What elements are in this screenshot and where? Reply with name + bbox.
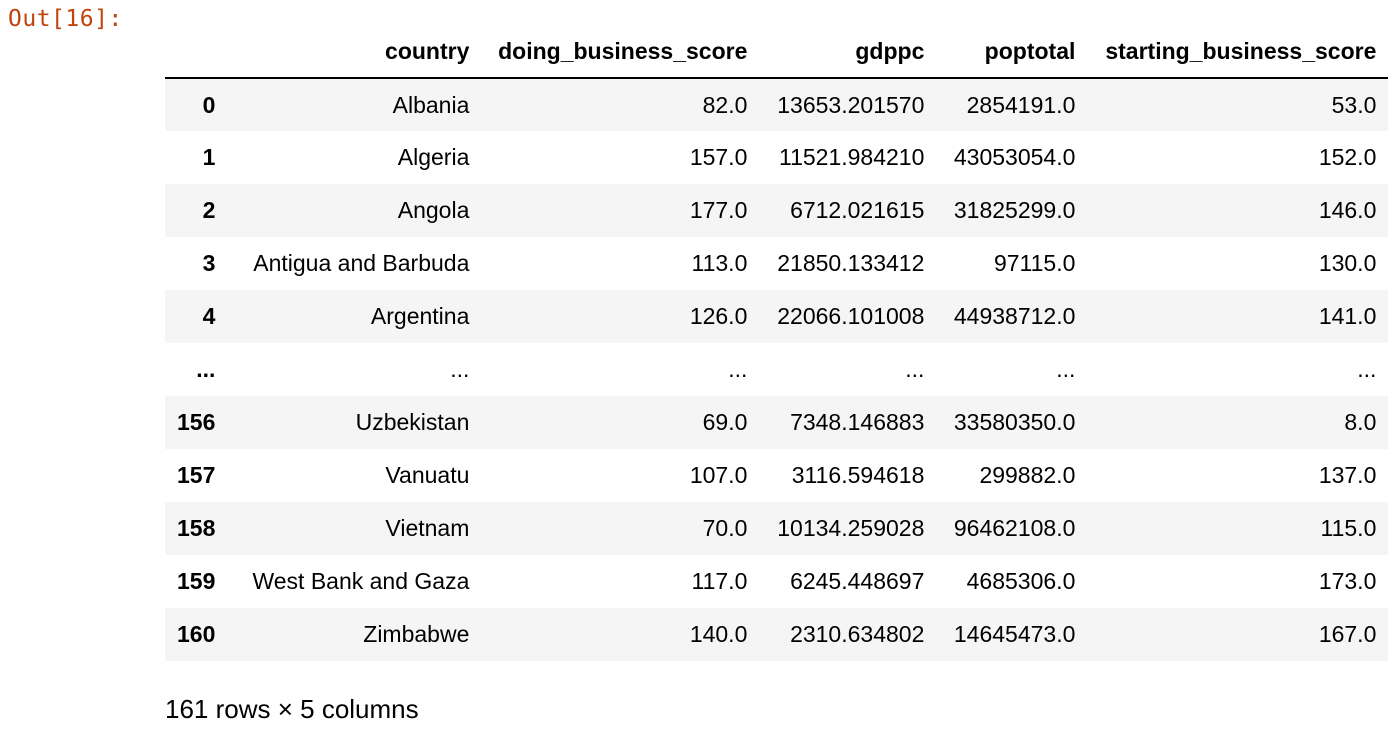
- cell-country: Algeria: [397, 144, 470, 170]
- cell-country: Argentina: [370, 303, 470, 329]
- table-row: 0 Albania 82.0 13653.201570 2854191.0 53.0: [165, 78, 1389, 131]
- table-row: 158 Vietnam 70.0 10134.259028 96462108.0 115.…: [165, 502, 1389, 555]
- cell-country: Uzbekistan: [355, 409, 470, 435]
- row-index: 160: [177, 621, 216, 647]
- table-header: country doing_business_score gdppc popto…: [165, 25, 1389, 79]
- cell-starting-business-score: ...: [1357, 356, 1377, 382]
- row-index: 0: [202, 91, 216, 118]
- cell-gdppc: 2310.634802: [790, 621, 925, 647]
- cell-doing-business-score: 117.0: [691, 568, 748, 594]
- dataframe-output: country doing_business_score gdppc popto…: [165, 25, 1389, 661]
- cell-doing-business-score: 157.0: [689, 144, 748, 170]
- cell-doing-business-score: 107.0: [689, 462, 748, 488]
- table-row: 160 Zimbabwe 140.0 2310.634802 14645473.0 167…: [165, 608, 1389, 661]
- row-index: 2: [202, 197, 216, 223]
- table-row: 159 West Bank and Gaza 117.0 6245.448697 468…: [165, 555, 1389, 608]
- cell-doing-business-score: ...: [728, 356, 748, 382]
- row-index: 159: [177, 568, 216, 594]
- cell-gdppc: 10134.259028: [777, 515, 925, 541]
- cell-poptotal: 2854191.0: [966, 91, 1076, 118]
- cell-poptotal: 96462108.0: [953, 515, 1076, 541]
- table-row: 4 Argentina 126.0 22066.101008 44938712.0 141…: [165, 290, 1389, 343]
- column-header-gdppc: gdppc: [759, 25, 937, 79]
- cell-starting-business-score: 152.0: [1318, 144, 1377, 170]
- cell-poptotal: 33580350.0: [953, 409, 1076, 435]
- cell-poptotal: 299882.0: [979, 462, 1076, 488]
- row-index: 158: [177, 515, 216, 541]
- cell-gdppc: 3116.594618: [791, 462, 925, 488]
- cell-gdppc: 13653.201570: [777, 91, 925, 118]
- cell-gdppc: 6712.021615: [790, 197, 925, 223]
- cell-doing-business-score: 113.0: [691, 250, 748, 276]
- column-header-country: country: [227, 25, 482, 79]
- cell-starting-business-score: 141.0: [1318, 303, 1377, 329]
- cell-poptotal: 44938712.0: [953, 303, 1076, 329]
- cell-doing-business-score: 69.0: [702, 409, 748, 435]
- cell-country: Vietnam: [385, 515, 470, 541]
- cell-country: West Bank and Gaza: [252, 568, 470, 594]
- cell-poptotal: 31825299.0: [953, 197, 1076, 223]
- header-row: country doing_business_score gdppc popto…: [165, 25, 1389, 79]
- row-index: 1: [202, 144, 216, 170]
- cell-doing-business-score: 82.0: [702, 91, 748, 118]
- cell-doing-business-score: 70.0: [702, 515, 748, 541]
- cell-country: Antigua and Barbuda: [253, 250, 470, 276]
- cell-country: ...: [450, 356, 470, 382]
- cell-starting-business-score: 167.0: [1318, 621, 1377, 647]
- dataframe-table: country doing_business_score gdppc popto…: [165, 25, 1389, 661]
- table-row: 3 Antigua and Barbuda 113.0 21850.133412 971…: [165, 237, 1389, 290]
- table-row: 157 Vanuatu 107.0 3116.594618 299882.0 137.0: [165, 449, 1389, 502]
- cell-country: Albania: [392, 91, 470, 118]
- cell-starting-business-score: 173.0: [1318, 568, 1377, 594]
- cell-country: Vanuatu: [385, 462, 470, 488]
- row-index: 156: [177, 409, 216, 435]
- dataframe-shape-note: 161 rows × 5 columns: [165, 694, 419, 724]
- cell-gdppc: ...: [905, 356, 925, 382]
- cell-poptotal: 43053054.0: [953, 144, 1076, 170]
- cell-poptotal: 14645473.0: [953, 621, 1076, 647]
- row-index: 4: [202, 303, 216, 329]
- index-header: [165, 25, 228, 79]
- table-row: 1 Algeria 157.0 11521.984210 43053054.0 152.0: [165, 131, 1389, 184]
- row-index: 3: [202, 250, 216, 276]
- column-header-doing-business-score: doing_business_score: [481, 25, 760, 79]
- cell-starting-business-score: 8.0: [1344, 409, 1377, 435]
- row-index: 157: [177, 462, 216, 488]
- cell-starting-business-score: 115.0: [1320, 515, 1377, 541]
- cell-starting-business-score: 146.0: [1318, 197, 1377, 223]
- cell-poptotal: ...: [1056, 356, 1076, 382]
- cell-gdppc: 11521.984210: [778, 144, 925, 170]
- cell-doing-business-score: 140.0: [689, 621, 748, 647]
- cell-starting-business-score: 137.0: [1318, 462, 1377, 488]
- table-row: 156 Uzbekistan 69.0 7348.146883 33580350.0 8.…: [165, 396, 1389, 449]
- column-header-starting-business-score: starting_business_score: [1087, 25, 1389, 79]
- cell-gdppc: 22066.101008: [777, 303, 925, 329]
- cell-poptotal: 97115.0: [993, 250, 1076, 276]
- cell-starting-business-score: 130.0: [1318, 250, 1377, 276]
- cell-country: Angola: [397, 197, 470, 223]
- cell-starting-business-score: 53.0: [1331, 91, 1377, 118]
- column-header-poptotal: poptotal: [936, 25, 1088, 79]
- table-body: 0 Albania 82.0 13653.201570 2854191.0 53.0 1 Al…: [165, 78, 1389, 661]
- output-prompt: Out[16]:: [8, 6, 123, 32]
- cell-gdppc: 21850.133412: [777, 250, 925, 276]
- table-row: 2 Angola 177.0 6712.021615 31825299.0 146.0: [165, 184, 1389, 237]
- cell-gdppc: 7348.146883: [790, 409, 925, 435]
- cell-doing-business-score: 126.0: [689, 303, 748, 329]
- cell-gdppc: 6245.448697: [790, 568, 925, 594]
- cell-country: Zimbabwe: [363, 621, 470, 647]
- table-row: ..................: [165, 343, 1389, 396]
- cell-poptotal: 4685306.0: [966, 568, 1076, 594]
- cell-doing-business-score: 177.0: [689, 197, 748, 223]
- row-index: ...: [196, 356, 216, 382]
